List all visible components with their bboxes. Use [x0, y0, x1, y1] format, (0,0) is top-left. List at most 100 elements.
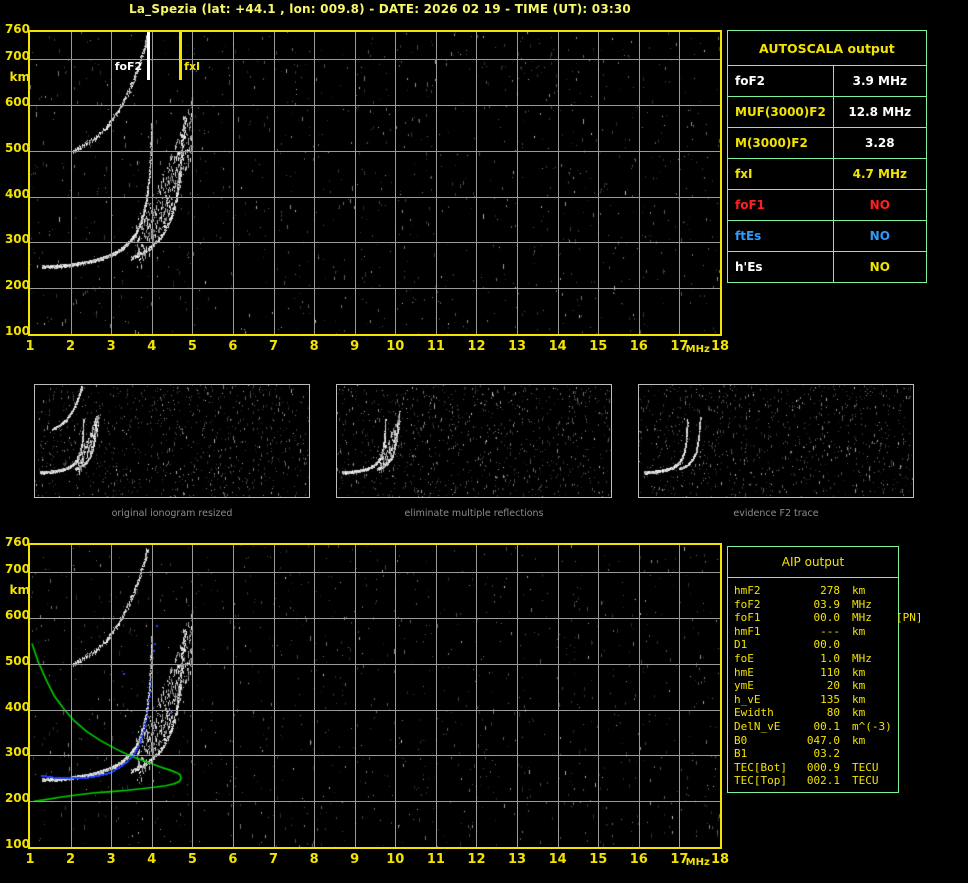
gridline-vertical — [476, 32, 477, 334]
x-axis-unit: MHz — [685, 857, 710, 868]
gridline-vertical — [192, 32, 193, 334]
gridline-vertical — [314, 545, 315, 847]
aip-param-unit: MHz — [852, 651, 872, 665]
gridline-vertical — [395, 32, 396, 334]
gridline-vertical — [152, 32, 153, 334]
autoscala-row: h'Es NO — [727, 251, 927, 283]
autoscala-row: foF2 3.9 MHz — [727, 65, 927, 97]
gridline-vertical — [517, 32, 518, 334]
x-tick-label: 3 — [106, 852, 116, 867]
gridline-vertical — [679, 545, 680, 847]
x-tick-label: 4 — [147, 852, 157, 867]
x-axis-unit: MHz — [685, 344, 710, 355]
aip-param-unit: km — [852, 584, 866, 597]
marker-label-fxi: fxI — [184, 60, 201, 73]
y-tick-label: 100 — [4, 837, 30, 851]
x-tick-label: 1 — [25, 339, 35, 354]
x-tick-label: 10 — [386, 339, 405, 354]
x-tick-label: 17 — [670, 339, 689, 354]
gridline-vertical — [355, 545, 356, 847]
thumbnail-2-canvas — [337, 385, 611, 497]
x-tick-label: 14 — [548, 852, 567, 867]
thumbnail-original-ionogram[interactable] — [34, 384, 310, 498]
aip-row: D1 00.0 — [734, 638, 898, 652]
autoscala-row: ftEs NO — [727, 220, 927, 252]
aip-param-unit: km — [852, 692, 866, 706]
gridline-horizontal — [30, 618, 720, 619]
autoscala-title: AUTOSCALA output — [727, 30, 927, 66]
x-tick-label: 16 — [629, 339, 648, 354]
gridline-vertical — [111, 32, 112, 334]
x-tick-label: 13 — [508, 852, 527, 867]
aip-param-name: Ewidth — [734, 706, 774, 720]
aip-title: AIP output — [728, 547, 898, 578]
x-tick-label: 13 — [508, 339, 527, 354]
aip-param-value: 000.9 — [806, 760, 840, 774]
aip-param-value: 03.2 — [813, 747, 841, 761]
aip-output-panel: AIP output hmF2 278 km foF2 03.9 MHz foF1 00.0 M… — [727, 546, 923, 793]
y-tick-label: 600 — [4, 608, 30, 623]
x-tick-label: 3 — [106, 339, 116, 354]
autoscala-param-value: 3.28 — [832, 127, 927, 159]
gridline-vertical — [192, 545, 193, 847]
x-tick-label: 14 — [548, 339, 567, 354]
y-tick-label: 100 — [4, 324, 30, 338]
main-y-axis-unit: km — [9, 70, 30, 84]
y-tick-label: 700 — [4, 49, 30, 64]
aip-row: foF2 03.9 MHz — [734, 598, 898, 612]
aip-param-value: 047.0 — [806, 733, 840, 747]
autoscala-param-value: 3.9 MHz — [832, 65, 927, 97]
x-tick-label: 2 — [66, 339, 76, 354]
y-tick-label: 700 — [4, 562, 30, 577]
aip-param-name: hmF2 — [734, 584, 761, 597]
aip-ionogram-plot[interactable] — [28, 543, 722, 849]
x-tick-label: 15 — [589, 339, 608, 354]
y-tick-label: 500 — [4, 140, 30, 155]
aip-param-value: 00.0 — [813, 611, 841, 625]
x-tick-label: 10 — [386, 852, 405, 867]
aip-param-unit: km — [852, 679, 866, 693]
x-tick-label: 11 — [426, 852, 445, 867]
gridline-vertical — [639, 32, 640, 334]
autoscala-param-name: ftEs — [727, 220, 834, 252]
gridline-vertical — [314, 32, 315, 334]
autoscala-row: fxI 4.7 MHz — [727, 158, 927, 190]
autoscala-output-panel: AUTOSCALA output foF2 3.9 MHz MUF(3000)F2 12… — [727, 30, 927, 283]
y-tick-label: 500 — [4, 653, 30, 668]
gridline-vertical — [274, 32, 275, 334]
main-ionogram-plot[interactable]: foF2 fxI — [28, 30, 722, 336]
x-tick-label: 8 — [309, 852, 319, 867]
aip-param-value: --- — [820, 624, 840, 638]
aip-row: TEC[Bot] 000.9 TECU — [734, 761, 898, 775]
x-tick-label: 16 — [629, 852, 648, 867]
gridline-vertical — [436, 32, 437, 334]
thumbnail-eliminate-multiple-reflections[interactable] — [336, 384, 612, 498]
autoscala-param-name: h'Es — [727, 251, 834, 283]
thumbnail-1-caption: original ionogram resized — [111, 508, 233, 519]
gridline-horizontal — [30, 572, 720, 573]
x-tick-label: 2 — [66, 852, 76, 867]
thumbnail-1-canvas — [35, 385, 309, 497]
gridline-vertical — [517, 545, 518, 847]
aip-param-name: hmE — [734, 665, 754, 679]
aip-param-unit: m^(-3) — [852, 719, 892, 733]
autoscala-row: foF1 NO — [727, 189, 927, 221]
thumbnail-evidence-f2-trace[interactable] — [638, 384, 914, 498]
page-title: La_Spezia (lat: +44.1 , lon: 009.8) - DA… — [129, 2, 631, 16]
aip-row: B0 047.0 km — [734, 734, 898, 748]
y-tick-label: 760 — [4, 535, 30, 549]
autoscala-table: AUTOSCALA output foF2 3.9 MHz MUF(3000)F2 12… — [727, 30, 927, 283]
gridline-horizontal — [30, 801, 720, 802]
aip-row: DelN_vE 00.1 m^(-3) — [734, 720, 898, 734]
aip-param-value: 03.9 — [813, 597, 841, 611]
aip-param-unit: TECU — [852, 760, 879, 774]
autoscala-param-value: NO — [832, 251, 927, 283]
aip-row: ymE 20 km — [734, 679, 898, 693]
gridline-vertical — [152, 545, 153, 847]
gridline-horizontal — [30, 59, 720, 60]
autoscala-param-name: MUF(3000)F2 — [727, 96, 834, 128]
gridline-horizontal — [30, 151, 720, 152]
gridline-vertical — [71, 32, 72, 334]
thumbnail-3-canvas — [639, 385, 913, 497]
aip-row: hmF2 278 km — [734, 584, 898, 598]
